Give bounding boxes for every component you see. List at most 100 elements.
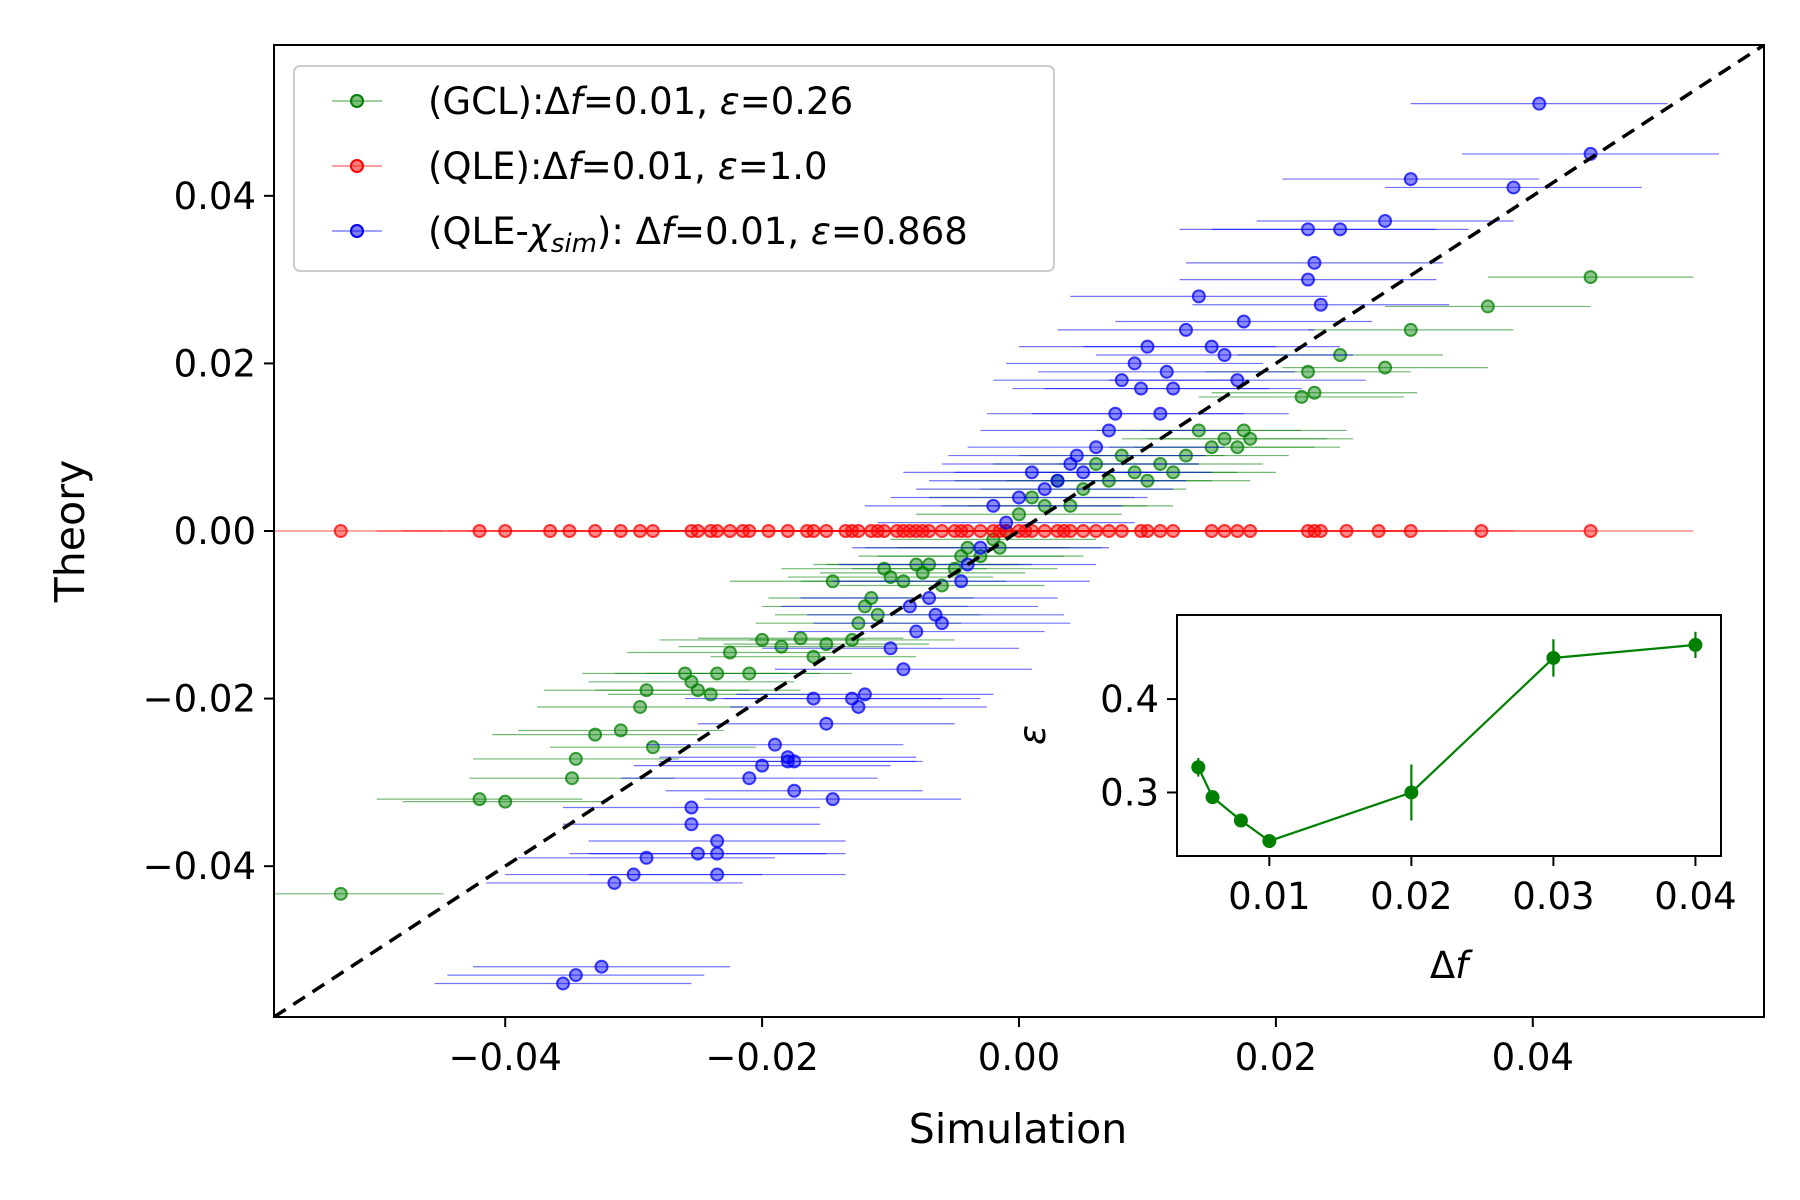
y-tick-label-4: 0.04 <box>174 175 256 218</box>
point-gcl-64 <box>1307 385 1322 400</box>
point-qle-chi-64 <box>1378 213 1393 228</box>
point-gcl-19 <box>793 631 808 646</box>
legend-qle-suffix: =1.0 <box>738 145 828 188</box>
point-qle-chi-52 <box>1159 364 1174 379</box>
point-qle-chi-5 <box>639 850 654 865</box>
series-qle <box>274 524 1694 538</box>
point-qle-chi-44 <box>1089 440 1104 455</box>
point-gcl-2 <box>498 794 513 809</box>
point-gcl-62 <box>1294 389 1309 404</box>
point-qle-chi-66 <box>1506 180 1521 195</box>
inset-y-tick-label-1: 0.4 <box>1100 678 1159 721</box>
point-gcl-61 <box>1243 431 1258 446</box>
point-qle-chi-61 <box>1307 255 1322 270</box>
legend-marker-gcl <box>350 94 364 108</box>
main-x-axis-label: Simulation <box>909 1105 1127 1153</box>
inset-plot-frame <box>1176 614 1722 857</box>
point-qle-66 <box>1474 524 1489 538</box>
point-qle-chi-17 <box>787 783 802 798</box>
legend-box <box>293 65 1055 272</box>
legend-chi-prefix: (QLE- <box>428 210 529 253</box>
point-gcl-21 <box>819 637 834 652</box>
point-qle-chi-23 <box>851 699 866 714</box>
legend-chi-sub: sim <box>551 229 597 259</box>
legend-gcl-suffix: =0.26 <box>740 80 853 123</box>
y-tick-label-0: −0.04 <box>143 845 256 888</box>
point-qle-chi-67 <box>1532 96 1547 111</box>
point-gcl-7 <box>633 699 648 714</box>
point-qle-chi-1 <box>568 968 583 983</box>
legend-chi-eps: ε <box>811 210 831 253</box>
point-qle-chi-26 <box>896 662 911 677</box>
point-qle-chi-56 <box>1204 339 1219 354</box>
legend-gcl-prefix: (GCL):Δ <box>428 80 570 123</box>
legend-label-gcl: (GCL):Δf=0.01, ε=0.26 <box>428 80 853 123</box>
inset-point-3 <box>1262 834 1277 849</box>
y-tick-label-1: −0.02 <box>143 678 256 721</box>
point-gcl-6 <box>613 723 628 738</box>
point-qle-chi-45 <box>1101 423 1116 438</box>
point-qle-chi-11 <box>710 867 725 882</box>
point-qle-chi-34 <box>973 540 988 555</box>
point-qle-chi-39 <box>1037 482 1052 497</box>
point-qle-chi-20 <box>819 716 834 731</box>
legend-marker-qle-chi <box>350 224 364 238</box>
inset-y-axis-ticks: 0.3 0.4 <box>1100 678 1177 814</box>
legend: (GCL):Δf=0.01, ε=0.26 (QLE):Δf=0.01, ε=1… <box>293 65 1055 272</box>
point-qle-chi-48 <box>1127 356 1142 371</box>
legend-label-qle-chi: (QLE-χsim): Δf=0.01, ε=0.868 <box>428 210 968 259</box>
point-gcl-59 <box>1230 440 1245 455</box>
point-gcl-18 <box>774 639 789 654</box>
reference-line-y-equals-x <box>274 45 1764 1017</box>
main-scatter-plot: −0.04 −0.02 0.00 0.02 0.04 −0.04 −0.02 0.00 0.0… <box>46 44 1765 1153</box>
point-gcl-29 <box>883 570 898 585</box>
inset-x-tick-label-3: 0.04 <box>1654 875 1736 918</box>
point-gcl-9 <box>645 740 660 755</box>
inset-x-tick-label-1: 0.02 <box>1370 875 1452 918</box>
main-y-axis-ticks: −0.04 −0.02 0.00 0.02 0.04 <box>143 175 274 888</box>
point-qle-chi-18 <box>787 754 802 769</box>
y-tick-label-2: 0.00 <box>174 510 256 553</box>
legend-qle-eps: ε <box>718 145 738 188</box>
x-tick-label-1: −0.02 <box>705 1036 818 1079</box>
point-qle-chi-28 <box>909 624 924 639</box>
inset-y-axis-label: ε <box>1011 725 1054 745</box>
point-gcl-3 <box>565 771 579 786</box>
x-tick-label-4: 0.04 <box>1492 1036 1574 1079</box>
x-tick-label-0: −0.04 <box>449 1036 562 1079</box>
point-gcl-4 <box>568 751 583 766</box>
inset-x-axis-ticks: 0.01 0.02 0.03 0.04 <box>1228 856 1737 918</box>
point-gcl-66 <box>1378 360 1393 375</box>
point-qle-67 <box>1583 524 1598 538</box>
point-qle-chi-35 <box>986 498 1001 513</box>
inset-x-tick-label-2: 0.03 <box>1512 875 1594 918</box>
point-qle-chi-14 <box>767 737 782 752</box>
legend-entry-qle: (QLE):Δf=0.01, ε=1.0 <box>332 145 828 188</box>
point-gcl-0 <box>333 886 348 901</box>
point-qle-chi-54 <box>1178 322 1193 337</box>
point-gcl-16 <box>742 666 757 681</box>
x-tick-label-2: 0.00 <box>978 1036 1060 1079</box>
inset-point-1 <box>1205 790 1220 805</box>
inset-x-tick-label-0: 0.01 <box>1228 875 1310 918</box>
legend-chi-mid2: =0.01, <box>674 210 811 253</box>
legend-chi-var: χ <box>527 210 553 253</box>
inset-y-tick-label-0: 0.3 <box>1100 771 1159 814</box>
point-qle-chi-42 <box>1069 448 1084 463</box>
inset-point-5 <box>1546 650 1561 665</box>
inset-line-plot: 0.01 0.02 0.03 0.04 0.3 0.4 Δf ε <box>1011 614 1737 987</box>
legend-gcl-mid: =0.01, <box>583 80 720 123</box>
point-qle-chi-21 <box>825 792 840 807</box>
legend-label-qle: (QLE):Δf=0.01, ε=1.0 <box>428 145 828 188</box>
point-gcl-63 <box>1301 364 1316 379</box>
inset-point-6 <box>1688 637 1703 652</box>
point-qle-chi-12 <box>742 771 757 786</box>
legend-qle-mid: =0.01, <box>581 145 718 188</box>
main-plot-data-area <box>274 45 1764 1017</box>
inset-point-4 <box>1404 785 1419 800</box>
point-qle-chi-59 <box>1236 314 1251 329</box>
main-x-axis-ticks: −0.04 −0.02 0.00 0.02 0.04 <box>449 1017 1574 1079</box>
point-qle-chi-13 <box>755 758 770 773</box>
point-qle-chi-55 <box>1191 289 1206 304</box>
legend-entry-qle-chi: (QLE-χsim): Δf=0.01, ε=0.868 <box>332 210 968 259</box>
